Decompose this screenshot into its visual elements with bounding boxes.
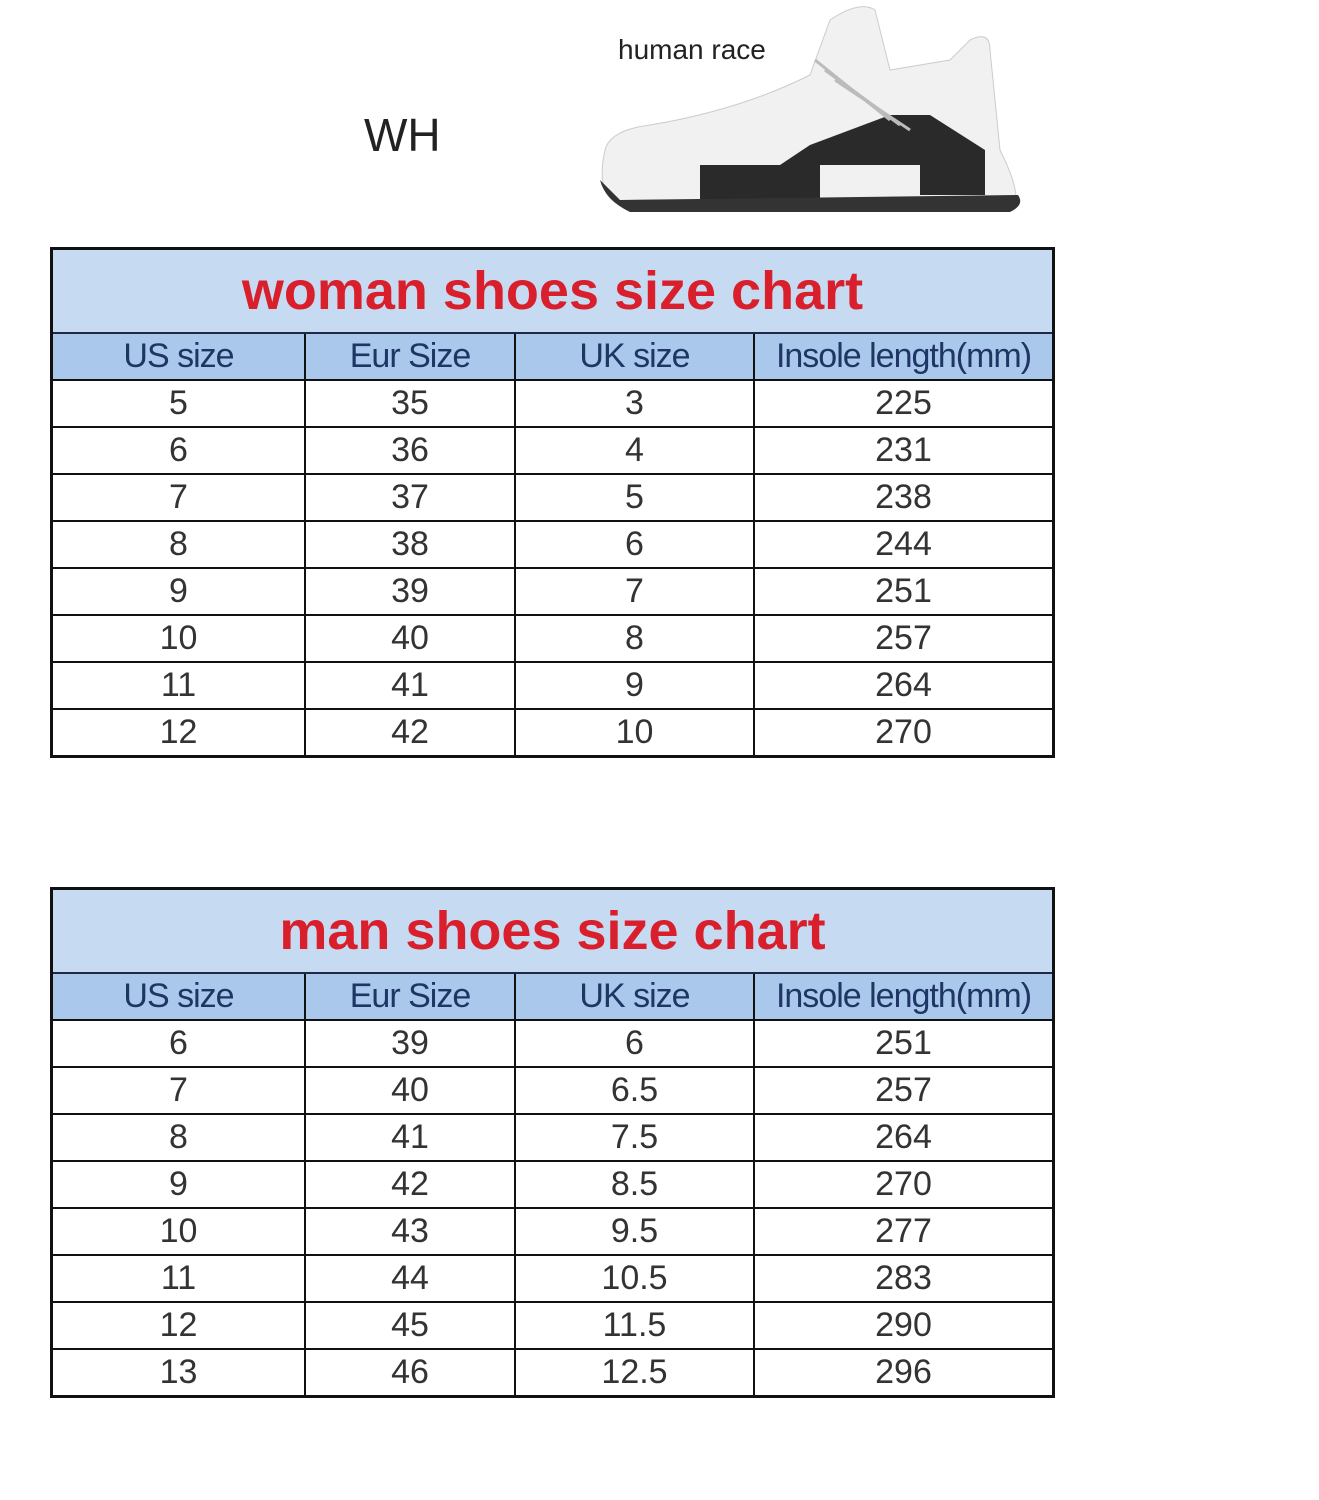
table-row: 7 37 5 238 bbox=[53, 473, 1052, 522]
table-row: 6 39 6 251 bbox=[53, 1019, 1052, 1068]
cell-uk-size: 3 bbox=[514, 379, 755, 428]
cell-uk-size: 6.5 bbox=[514, 1066, 755, 1115]
cell-uk-size: 11.5 bbox=[514, 1301, 755, 1350]
table-row: 9 42 8.5 270 bbox=[53, 1160, 1052, 1209]
cell-insole-length: 238 bbox=[753, 473, 1052, 522]
cell-uk-size: 7.5 bbox=[514, 1113, 755, 1162]
cell-uk-size: 9.5 bbox=[514, 1207, 755, 1256]
cell-eur-size: 39 bbox=[304, 567, 516, 616]
cell-uk-size: 10 bbox=[514, 708, 755, 755]
col-uk-size: UK size bbox=[514, 334, 755, 381]
cell-eur-size: 40 bbox=[304, 614, 516, 663]
col-us-size: US size bbox=[53, 974, 306, 1021]
cell-uk-size: 7 bbox=[514, 567, 755, 616]
table-row: 8 38 6 244 bbox=[53, 520, 1052, 569]
cell-uk-size: 8.5 bbox=[514, 1160, 755, 1209]
cell-us-size: 6 bbox=[53, 426, 306, 475]
table-header-row: US size Eur Size UK size Insole length(m… bbox=[53, 334, 1052, 381]
cell-eur-size: 37 bbox=[304, 473, 516, 522]
woman-size-table: US size Eur Size UK size Insole length(m… bbox=[53, 334, 1052, 755]
table-row: 6 36 4 231 bbox=[53, 426, 1052, 475]
cell-insole-length: 244 bbox=[753, 520, 1052, 569]
cell-insole-length: 290 bbox=[753, 1301, 1052, 1350]
table-row: 10 43 9.5 277 bbox=[53, 1207, 1052, 1256]
cell-us-size: 11 bbox=[53, 661, 306, 710]
cell-eur-size: 36 bbox=[304, 426, 516, 475]
cell-eur-size: 42 bbox=[304, 1160, 516, 1209]
cell-us-size: 12 bbox=[53, 708, 306, 755]
cell-uk-size: 6 bbox=[514, 520, 755, 569]
cell-eur-size: 43 bbox=[304, 1207, 516, 1256]
cell-uk-size: 6 bbox=[514, 1019, 755, 1068]
table-row: 13 46 12.5 296 bbox=[53, 1348, 1052, 1395]
table-row: 12 42 10 270 bbox=[53, 708, 1052, 755]
table-header-row: US size Eur Size UK size Insole length(m… bbox=[53, 974, 1052, 1021]
cell-insole-length: 251 bbox=[753, 1019, 1052, 1068]
cell-eur-size: 42 bbox=[304, 708, 516, 755]
cell-us-size: 7 bbox=[53, 1066, 306, 1115]
man-size-table: US size Eur Size UK size Insole length(m… bbox=[53, 974, 1052, 1395]
woman-size-chart: woman shoes size chart US size Eur Size … bbox=[50, 247, 1055, 758]
cell-eur-size: 41 bbox=[304, 1113, 516, 1162]
product-label: human race bbox=[618, 34, 766, 65]
cell-uk-size: 8 bbox=[514, 614, 755, 663]
cell-eur-size: 44 bbox=[304, 1254, 516, 1303]
table-row: 12 45 11.5 290 bbox=[53, 1301, 1052, 1350]
cell-us-size: 9 bbox=[53, 1160, 306, 1209]
cell-us-size: 7 bbox=[53, 473, 306, 522]
cell-insole-length: 264 bbox=[753, 661, 1052, 710]
cell-us-size: 9 bbox=[53, 567, 306, 616]
man-size-chart: man shoes size chart US size Eur Size UK… bbox=[50, 887, 1055, 1398]
cell-insole-length: 257 bbox=[753, 1066, 1052, 1115]
cell-us-size: 8 bbox=[53, 1113, 306, 1162]
cell-uk-size: 9 bbox=[514, 661, 755, 710]
cell-insole-length: 283 bbox=[753, 1254, 1052, 1303]
cell-insole-length: 277 bbox=[753, 1207, 1052, 1256]
cell-us-size: 6 bbox=[53, 1019, 306, 1068]
cell-eur-size: 38 bbox=[304, 520, 516, 569]
cell-eur-size: 46 bbox=[304, 1348, 516, 1395]
cell-uk-size: 5 bbox=[514, 473, 755, 522]
table-row: 8 41 7.5 264 bbox=[53, 1113, 1052, 1162]
table-row: 5 35 3 225 bbox=[53, 379, 1052, 428]
cell-us-size: 5 bbox=[53, 379, 306, 428]
table-row: 9 39 7 251 bbox=[53, 567, 1052, 616]
cell-insole-length: 270 bbox=[753, 1160, 1052, 1209]
cell-us-size: 13 bbox=[53, 1348, 306, 1395]
shoe-image bbox=[600, 6, 1021, 212]
cell-eur-size: 41 bbox=[304, 661, 516, 710]
table-row: 11 41 9 264 bbox=[53, 661, 1052, 710]
col-eur-size: Eur Size bbox=[304, 334, 516, 381]
cell-insole-length: 270 bbox=[753, 708, 1052, 755]
col-uk-size: UK size bbox=[514, 974, 755, 1021]
cell-uk-size: 4 bbox=[514, 426, 755, 475]
col-insole-length: Insole length(mm) bbox=[753, 974, 1052, 1021]
model-code: WH bbox=[364, 109, 441, 161]
man-chart-title: man shoes size chart bbox=[53, 890, 1052, 974]
col-eur-size: Eur Size bbox=[304, 974, 516, 1021]
table-row: 10 40 8 257 bbox=[53, 614, 1052, 663]
cell-eur-size: 35 bbox=[304, 379, 516, 428]
cell-us-size: 11 bbox=[53, 1254, 306, 1303]
table-row: 7 40 6.5 257 bbox=[53, 1066, 1052, 1115]
cell-us-size: 10 bbox=[53, 614, 306, 663]
woman-chart-title: woman shoes size chart bbox=[53, 250, 1052, 334]
cell-eur-size: 39 bbox=[304, 1019, 516, 1068]
cell-insole-length: 296 bbox=[753, 1348, 1052, 1395]
cell-insole-length: 231 bbox=[753, 426, 1052, 475]
cell-us-size: 8 bbox=[53, 520, 306, 569]
col-insole-length: Insole length(mm) bbox=[753, 334, 1052, 381]
cell-eur-size: 45 bbox=[304, 1301, 516, 1350]
cell-uk-size: 12.5 bbox=[514, 1348, 755, 1395]
cell-insole-length: 225 bbox=[753, 379, 1052, 428]
table-row: 11 44 10.5 283 bbox=[53, 1254, 1052, 1303]
cell-us-size: 12 bbox=[53, 1301, 306, 1350]
cell-insole-length: 264 bbox=[753, 1113, 1052, 1162]
col-us-size: US size bbox=[53, 334, 306, 381]
cell-insole-length: 251 bbox=[753, 567, 1052, 616]
cell-us-size: 10 bbox=[53, 1207, 306, 1256]
cell-insole-length: 257 bbox=[753, 614, 1052, 663]
cell-eur-size: 40 bbox=[304, 1066, 516, 1115]
cell-uk-size: 10.5 bbox=[514, 1254, 755, 1303]
